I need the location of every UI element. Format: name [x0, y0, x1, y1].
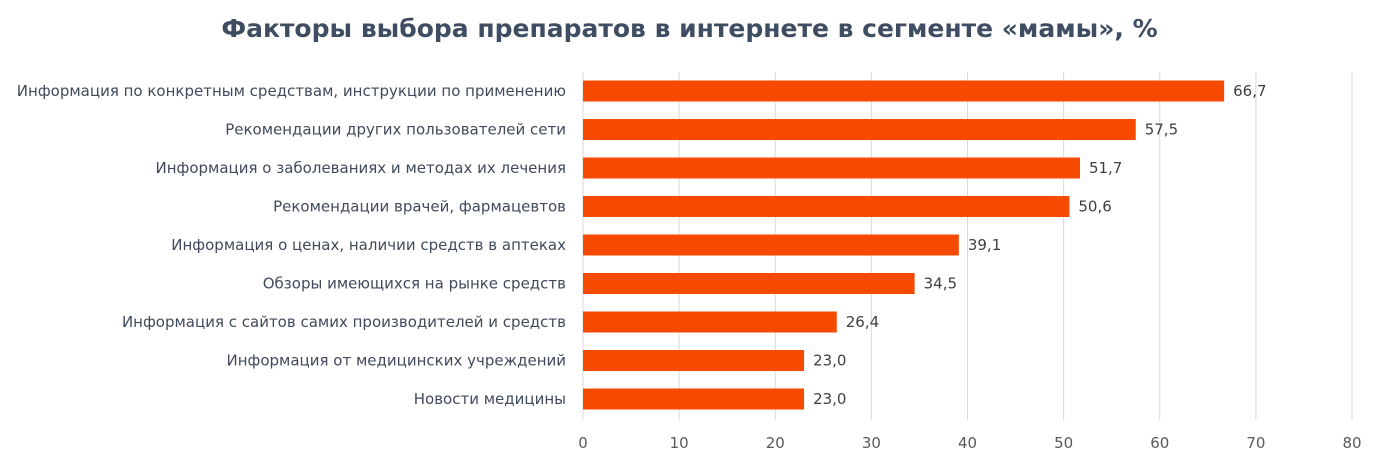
category-label: Информация о заболеваниях и методах их л… — [156, 159, 567, 177]
x-tick-label: 70 — [1246, 434, 1265, 452]
data-label: 57,5 — [1145, 121, 1178, 139]
data-label: 50,6 — [1078, 198, 1111, 216]
bars — [583, 80, 1225, 410]
data-label: 51,7 — [1089, 159, 1122, 177]
x-axis-ticks: 0 10 20 30 40 50 60 70 80 — [578, 434, 1361, 452]
x-tick-label: 20 — [766, 434, 785, 452]
category-labels: Информация по конкретным средствам, инст… — [17, 82, 566, 408]
category-label: Информация о ценах, наличии средств в ап… — [171, 236, 566, 254]
x-tick-label: 50 — [1054, 434, 1073, 452]
category-label: Рекомендации других пользователей сети — [225, 121, 566, 139]
bar — [583, 311, 837, 333]
category-label: Информация от медицинских учреждений — [226, 352, 566, 370]
category-label: Информация по конкретным средствам, инст… — [17, 82, 566, 100]
data-label: 23,0 — [813, 390, 846, 408]
bar — [583, 273, 915, 294]
value-labels: 66,7 57,5 51,7 50,6 39,1 34,5 26,4 23,0 23,0 — [813, 82, 1266, 408]
data-label: 66,7 — [1233, 82, 1266, 100]
chart-title: Факторы выбора препаратов в интернете в … — [221, 14, 1158, 43]
x-tick-label: 80 — [1342, 434, 1361, 452]
x-tick-label: 60 — [1150, 434, 1169, 452]
x-tick-label: 0 — [578, 434, 588, 452]
data-label: 26,4 — [846, 313, 879, 331]
category-label: Новости медицины — [414, 390, 566, 408]
data-label: 34,5 — [924, 275, 957, 293]
bar — [583, 157, 1080, 179]
data-label: 39,1 — [968, 236, 1001, 254]
category-label: Информация с сайтов самих производителей… — [122, 313, 566, 331]
category-label: Обзоры имеющихся на рынке средств — [263, 275, 566, 293]
bar — [583, 80, 1225, 102]
bar — [583, 350, 805, 371]
bar — [583, 234, 959, 256]
x-tick-label: 40 — [958, 434, 977, 452]
bar — [583, 196, 1070, 217]
bar — [583, 388, 805, 410]
data-label: 23,0 — [813, 352, 846, 370]
bar — [583, 119, 1136, 140]
x-tick-label: 10 — [670, 434, 689, 452]
x-tick-label: 30 — [862, 434, 881, 452]
category-label: Рекомендации врачей, фармацевтов — [273, 198, 566, 216]
